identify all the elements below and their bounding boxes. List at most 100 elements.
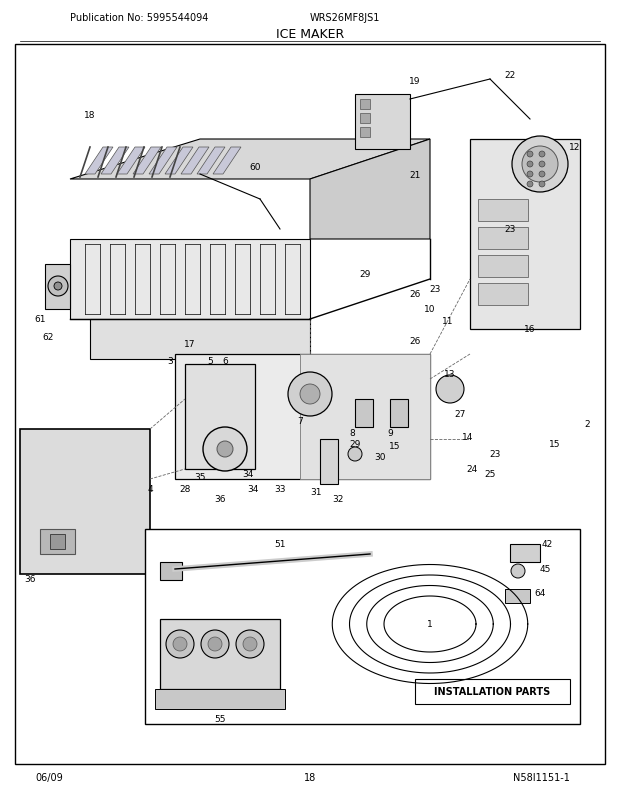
Text: 6: 6: [222, 357, 228, 366]
Circle shape: [243, 638, 257, 651]
Bar: [185, 365, 255, 469]
Polygon shape: [85, 148, 113, 175]
Text: N58I1151-1: N58I1151-1: [513, 772, 570, 782]
Text: 10: 10: [424, 305, 436, 314]
Circle shape: [348, 448, 362, 461]
Bar: [50, 534, 65, 549]
Polygon shape: [213, 148, 241, 175]
Bar: [40, 529, 75, 554]
Text: 25: 25: [484, 470, 495, 479]
Bar: [355, 399, 373, 427]
Bar: [145, 529, 580, 724]
Text: 13: 13: [445, 370, 456, 379]
Text: 29: 29: [349, 440, 361, 449]
Text: 21: 21: [409, 170, 421, 180]
Text: 36: 36: [24, 575, 36, 584]
Text: WRS26MF8JS1: WRS26MF8JS1: [310, 13, 381, 23]
Bar: [20, 429, 150, 574]
Bar: [478, 228, 528, 249]
Circle shape: [208, 638, 222, 651]
Polygon shape: [155, 689, 285, 709]
Text: 33: 33: [274, 485, 286, 494]
Circle shape: [288, 373, 332, 416]
Circle shape: [511, 565, 525, 578]
Text: 64: 64: [534, 589, 546, 597]
Polygon shape: [149, 148, 177, 175]
Circle shape: [236, 630, 264, 658]
Text: 35: 35: [194, 473, 206, 482]
Circle shape: [300, 384, 320, 404]
Text: Publication No: 5995544094: Publication No: 5995544094: [70, 13, 208, 23]
Text: 27: 27: [454, 410, 466, 419]
Circle shape: [436, 375, 464, 403]
Text: 1: 1: [427, 620, 433, 629]
Text: 23: 23: [429, 286, 441, 294]
Text: 62: 62: [42, 333, 54, 342]
Bar: [390, 399, 408, 427]
Circle shape: [54, 282, 62, 290]
Polygon shape: [175, 354, 430, 480]
Circle shape: [512, 137, 568, 192]
Polygon shape: [70, 140, 430, 180]
Circle shape: [203, 427, 247, 472]
Polygon shape: [181, 148, 209, 175]
Text: 5: 5: [207, 357, 213, 366]
Text: 45: 45: [539, 565, 551, 573]
Text: 9: 9: [387, 429, 393, 438]
Circle shape: [527, 172, 533, 178]
Polygon shape: [165, 148, 193, 175]
Text: INSTALLATION PARTS: INSTALLATION PARTS: [434, 687, 550, 696]
Text: 42: 42: [541, 540, 552, 549]
Circle shape: [539, 162, 545, 168]
Polygon shape: [70, 240, 310, 320]
Bar: [15, 45, 605, 764]
Text: 17: 17: [184, 340, 196, 349]
Bar: [478, 284, 528, 306]
Text: 11: 11: [442, 317, 454, 326]
Bar: [360, 100, 370, 110]
Bar: [510, 545, 540, 562]
Bar: [360, 128, 370, 138]
Text: 2: 2: [584, 420, 590, 429]
Bar: [160, 562, 182, 581]
Bar: [360, 114, 370, 124]
Polygon shape: [197, 148, 225, 175]
Text: 28: 28: [179, 485, 191, 494]
Text: 16: 16: [525, 325, 536, 334]
Bar: [415, 679, 570, 704]
Circle shape: [217, 441, 233, 457]
Text: 34: 34: [242, 470, 254, 479]
Polygon shape: [160, 619, 280, 689]
Text: 51: 51: [274, 540, 286, 549]
Text: 31: 31: [310, 488, 322, 497]
Text: 15: 15: [389, 442, 401, 451]
Circle shape: [173, 638, 187, 651]
Text: 30: 30: [374, 453, 386, 462]
Circle shape: [166, 630, 194, 658]
Polygon shape: [300, 354, 430, 480]
Bar: [478, 200, 528, 221]
Text: 23: 23: [489, 450, 501, 459]
Bar: [355, 95, 410, 150]
Text: 24: 24: [466, 465, 477, 474]
Bar: [478, 256, 528, 277]
Text: 06/09: 06/09: [35, 772, 63, 782]
Polygon shape: [90, 320, 310, 359]
Polygon shape: [45, 265, 70, 310]
Text: 29: 29: [360, 270, 371, 279]
Circle shape: [201, 630, 229, 658]
Circle shape: [527, 152, 533, 158]
Text: 14: 14: [463, 433, 474, 442]
Text: 18: 18: [84, 111, 95, 119]
Text: ICE MAKER: ICE MAKER: [276, 28, 344, 42]
Text: 34: 34: [247, 485, 259, 494]
Text: 26: 26: [409, 290, 421, 299]
Circle shape: [539, 172, 545, 178]
Polygon shape: [310, 140, 430, 240]
Text: 26: 26: [409, 337, 421, 346]
Polygon shape: [117, 148, 145, 175]
Circle shape: [527, 162, 533, 168]
Bar: [470, 140, 580, 330]
Polygon shape: [133, 148, 161, 175]
Circle shape: [527, 182, 533, 188]
